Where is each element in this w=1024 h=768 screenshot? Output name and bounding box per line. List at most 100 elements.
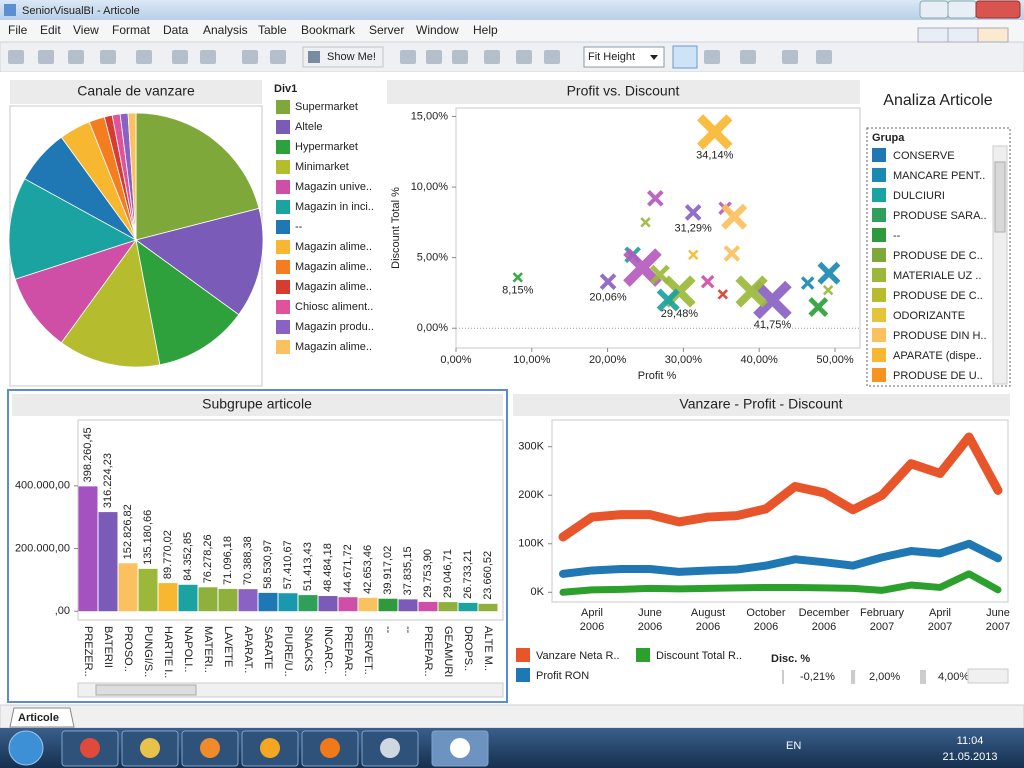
menu-item[interactable]: Analysis [203, 23, 248, 37]
size-label: 4,00% [938, 671, 969, 683]
minimize-button[interactable] [919, 0, 949, 19]
scatter-point [800, 276, 815, 290]
legend-swatch [872, 168, 886, 182]
toolbar-button[interactable] [740, 50, 756, 64]
scatter-point [822, 284, 834, 296]
select-tool[interactable] [672, 45, 698, 69]
legend-label: DULCIURI [893, 190, 945, 202]
legend-scroll[interactable] [967, 668, 1009, 684]
toolbar-button[interactable] [136, 50, 152, 64]
scatter-point [808, 297, 829, 317]
legend-swatch [872, 248, 886, 262]
toolbar-button[interactable] [270, 50, 286, 64]
scatter-point [700, 274, 715, 289]
toolbar-button[interactable] [8, 50, 24, 64]
show-me-button[interactable] [302, 46, 384, 68]
x-tick-label: 40,00% [741, 354, 779, 366]
legend-label: Magazin alime.. [295, 261, 372, 273]
legend-swatch [276, 180, 290, 194]
window-title: SeniorVisualBI - Articole [22, 5, 140, 17]
view-button[interactable] [917, 27, 949, 43]
menu-item[interactable]: Server [369, 23, 404, 37]
legend-label: Magazin in inci.. [295, 201, 374, 213]
menu-item[interactable]: Help [473, 23, 498, 37]
size-label: 2,00% [869, 671, 900, 683]
legend-swatch [276, 140, 290, 154]
bar-value-label: 37.835,15 [402, 546, 414, 595]
menu-item[interactable]: Bookmark [301, 23, 356, 37]
menu-item[interactable]: Edit [40, 23, 61, 37]
line-title-bar [513, 394, 1010, 416]
scroll-thumb[interactable] [95, 684, 197, 696]
toolbar-button[interactable] [38, 50, 54, 64]
toolbar-button[interactable] [704, 50, 720, 64]
legend-swatch [872, 148, 886, 162]
size-swatch [851, 670, 856, 684]
menu-item[interactable]: Format [112, 23, 151, 37]
toolbar-button[interactable] [100, 50, 116, 64]
bar-value-label: 152.826,82 [122, 504, 134, 559]
x-tick-label: INCARC.. [322, 626, 334, 674]
bar [218, 588, 238, 612]
x-tick-label: APARAT.. [242, 626, 254, 673]
scroll-thumb[interactable] [994, 161, 1006, 233]
view-button[interactable] [947, 27, 979, 43]
legend-label: Profit RON [536, 670, 589, 682]
pie-slice [135, 239, 240, 366]
toolbar-button[interactable] [426, 50, 442, 64]
x-tick-label: PREPAR.. [422, 626, 434, 677]
toolbar-button[interactable] [816, 50, 832, 64]
legend-label: APARATE (dispe.. [893, 350, 982, 362]
point-label: 20,06% [589, 291, 627, 303]
toolbar-button[interactable] [200, 50, 216, 64]
bar [158, 583, 178, 612]
app-icon [200, 738, 220, 758]
maximize-button[interactable] [947, 0, 977, 19]
menu-item[interactable]: Window [416, 23, 459, 37]
bar [298, 595, 318, 612]
toolbar-button[interactable] [242, 50, 258, 64]
fit-dropdown[interactable] [583, 46, 665, 68]
menu-item[interactable]: View [73, 23, 99, 37]
scatter-point [640, 217, 651, 228]
x-tick-label: MATERI.. [202, 626, 214, 673]
start-button[interactable] [8, 730, 44, 766]
point-label: 29,48% [661, 308, 699, 320]
bar [438, 602, 458, 612]
toolbar-button[interactable] [400, 50, 416, 64]
toolbar-button[interactable] [172, 50, 188, 64]
menu-item[interactable]: Table [258, 23, 287, 37]
toolbar-button[interactable] [452, 50, 468, 64]
toolbar-button[interactable] [544, 50, 560, 64]
y-tick-label: 5,00% [417, 252, 448, 264]
toolbar-button[interactable] [484, 50, 500, 64]
close-button[interactable] [975, 0, 1021, 19]
legend-swatch [276, 260, 290, 274]
home-button[interactable] [977, 27, 1009, 43]
dropdown-arrow [650, 55, 658, 60]
legend-label: PRODUSE DE C.. [893, 290, 983, 302]
toolbar-button[interactable] [516, 50, 532, 64]
legend-swatch [276, 120, 290, 134]
point-label: 34,14% [696, 150, 734, 162]
y-tick-label: 300K [518, 441, 544, 453]
scatter-point [512, 272, 523, 283]
scatter-title-bar [387, 80, 860, 104]
sheet-tab[interactable] [9, 707, 75, 728]
size-swatch [782, 670, 784, 684]
menu-item[interactable]: Data [163, 23, 189, 37]
toolbar [0, 41, 1024, 73]
bar-value-label: 29.753,90 [422, 549, 434, 598]
toolbar-button[interactable] [68, 50, 84, 64]
pie-slice [8, 178, 138, 280]
dashboard-title: Analiza Articole [883, 92, 992, 109]
x-tick-label: PIURE/U.. [282, 626, 294, 677]
legend-swatch [276, 100, 290, 114]
y-axis-title: Discount Total % [390, 187, 402, 269]
legend-swatch [872, 308, 886, 322]
bar [378, 598, 398, 612]
point-label: 8,15% [502, 285, 533, 297]
menu-item[interactable]: File [8, 23, 28, 37]
toolbar-button[interactable] [782, 50, 798, 64]
pie-title: Canale de vanzare [77, 83, 195, 99]
